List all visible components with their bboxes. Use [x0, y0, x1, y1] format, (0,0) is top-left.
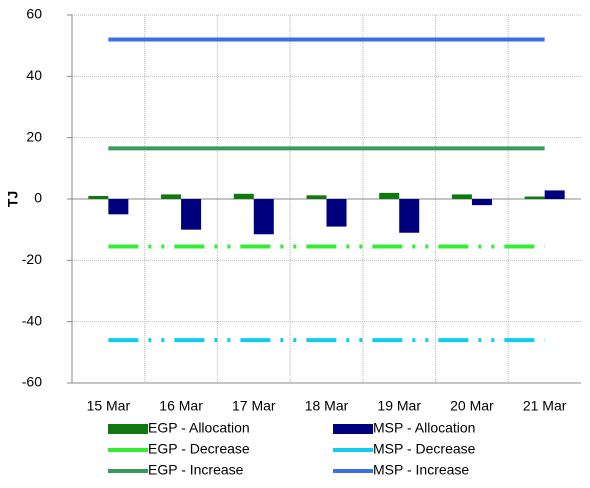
legend-label: EGP - Increase: [148, 462, 244, 478]
y-tick-label: -40: [22, 312, 42, 328]
legend-label: MSP - Decrease: [373, 441, 476, 457]
bar: [161, 194, 182, 199]
x-tick-label: 21 Mar: [523, 398, 567, 414]
legend-swatch: [333, 424, 373, 434]
legend-label: EGP - Decrease: [148, 441, 250, 457]
bar: [326, 199, 347, 227]
x-tick-label: 20 Mar: [450, 398, 494, 414]
x-tick-label: 18 Mar: [305, 398, 349, 414]
bar: [233, 193, 254, 199]
x-tick-label: 19 Mar: [377, 398, 421, 414]
bar: [181, 199, 202, 230]
y-tick-label: 0: [34, 190, 42, 206]
y-tick-label: 20: [26, 128, 42, 144]
legend-label: EGP - Allocation: [148, 420, 250, 436]
legend-label: MSP - Allocation: [373, 420, 475, 436]
x-tick-label: 17 Mar: [232, 398, 276, 414]
bar: [88, 195, 109, 199]
y-tick-label: 60: [26, 6, 42, 22]
bar: [253, 199, 274, 235]
y-tick-label: -20: [22, 251, 42, 267]
y-tick-label: 40: [26, 67, 42, 83]
y-tick-label: -60: [22, 374, 42, 390]
bar: [108, 199, 129, 215]
legend-swatch: [108, 424, 148, 434]
bar: [544, 190, 565, 199]
x-tick-label: 15 Mar: [87, 398, 131, 414]
bar: [524, 196, 545, 199]
bar: [306, 195, 327, 199]
x-tick-label: 16 Mar: [159, 398, 203, 414]
bar: [451, 194, 472, 199]
bar: [379, 192, 400, 199]
bar: [471, 199, 492, 206]
bar: [399, 199, 420, 233]
y-axis-label: TJ: [5, 191, 21, 207]
legend-label: MSP - Increase: [373, 462, 469, 478]
